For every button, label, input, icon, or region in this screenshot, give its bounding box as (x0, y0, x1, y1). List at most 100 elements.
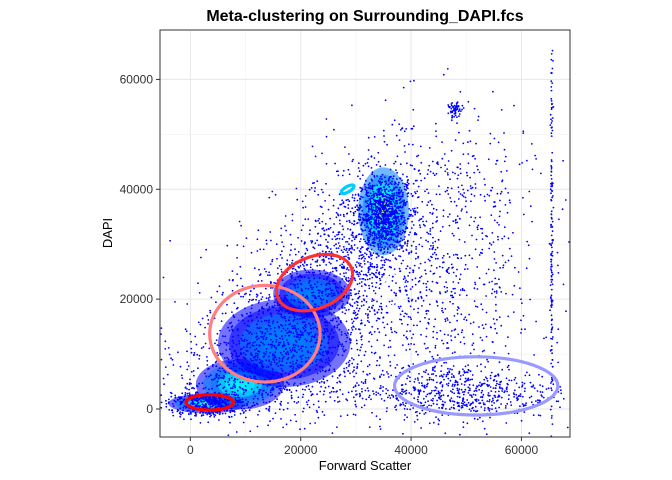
data-point (230, 352, 233, 355)
data-point (362, 370, 365, 373)
data-point (372, 190, 375, 193)
data-point (395, 134, 398, 137)
data-point (268, 299, 270, 301)
data-point (314, 260, 317, 263)
data-point (390, 394, 393, 396)
data-point (308, 388, 311, 391)
data-point (491, 397, 494, 400)
data-point (358, 215, 360, 218)
data-point (360, 360, 363, 363)
data-point (441, 375, 444, 378)
data-point (340, 306, 343, 309)
data-point (336, 251, 339, 253)
data-point (428, 248, 431, 250)
data-point (360, 336, 363, 338)
data-point (483, 427, 486, 430)
data-point (229, 421, 231, 424)
data-point (520, 419, 523, 422)
data-point (389, 346, 392, 348)
data-point (359, 204, 361, 207)
data-point (331, 432, 334, 434)
data-point (543, 337, 545, 340)
data-point (248, 370, 251, 373)
data-point (325, 228, 328, 231)
data-point (399, 230, 402, 233)
data-point (376, 233, 378, 236)
data-point (190, 382, 192, 385)
data-point (374, 292, 377, 295)
data-point (339, 373, 342, 376)
data-point (511, 293, 514, 296)
data-points (160, 49, 570, 438)
data-point (215, 365, 218, 368)
data-point (476, 306, 479, 308)
data-point (375, 266, 378, 269)
data-point (370, 224, 373, 227)
data-point (513, 389, 516, 392)
data-point (384, 192, 387, 194)
data-point (206, 401, 209, 404)
data-point (561, 208, 564, 211)
data-point (250, 290, 252, 292)
data-point (496, 382, 498, 385)
data-point (288, 388, 291, 391)
data-point (303, 325, 306, 327)
data-point (304, 195, 307, 197)
data-point (512, 311, 515, 313)
data-point (406, 416, 408, 419)
data-point (490, 400, 493, 403)
data-point (397, 191, 400, 194)
data-point (492, 387, 495, 389)
data-point (383, 208, 386, 211)
data-point (382, 316, 385, 319)
data-point (381, 195, 384, 198)
data-point (392, 212, 394, 214)
data-point (345, 279, 348, 282)
data-point (465, 211, 468, 214)
data-point (296, 333, 298, 336)
data-point (348, 247, 351, 250)
data-point (346, 220, 348, 223)
data-point (287, 341, 289, 344)
data-point (361, 221, 364, 224)
data-point (219, 383, 222, 386)
data-point (317, 416, 320, 419)
data-point (432, 379, 434, 381)
data-point (439, 329, 442, 332)
data-point (391, 243, 394, 246)
data-point (296, 331, 298, 334)
data-point (373, 245, 376, 248)
data-point (263, 355, 266, 357)
data-point (414, 283, 417, 286)
data-point (361, 246, 364, 249)
data-point (269, 420, 271, 422)
data-point (390, 183, 393, 186)
data-point (493, 269, 495, 272)
data-point (231, 357, 234, 359)
data-point (197, 282, 199, 285)
data-point (280, 418, 282, 420)
data-point (487, 392, 490, 394)
data-point (194, 335, 197, 338)
data-point (495, 374, 497, 377)
data-point (364, 278, 367, 281)
data-point (318, 315, 321, 318)
data-point (339, 320, 342, 323)
data-point (368, 363, 371, 366)
data-point (481, 339, 484, 341)
data-point (445, 375, 448, 378)
data-point (227, 342, 230, 345)
data-point (365, 212, 368, 215)
data-point (268, 196, 271, 199)
data-point (351, 362, 354, 365)
data-point (250, 370, 253, 372)
data-point (473, 409, 475, 412)
data-point (343, 248, 346, 251)
data-point (364, 183, 366, 186)
data-point (403, 185, 406, 188)
data-point (485, 311, 488, 314)
data-point (222, 335, 224, 337)
data-point (494, 296, 497, 298)
data-point (261, 307, 263, 309)
data-point (311, 271, 314, 274)
